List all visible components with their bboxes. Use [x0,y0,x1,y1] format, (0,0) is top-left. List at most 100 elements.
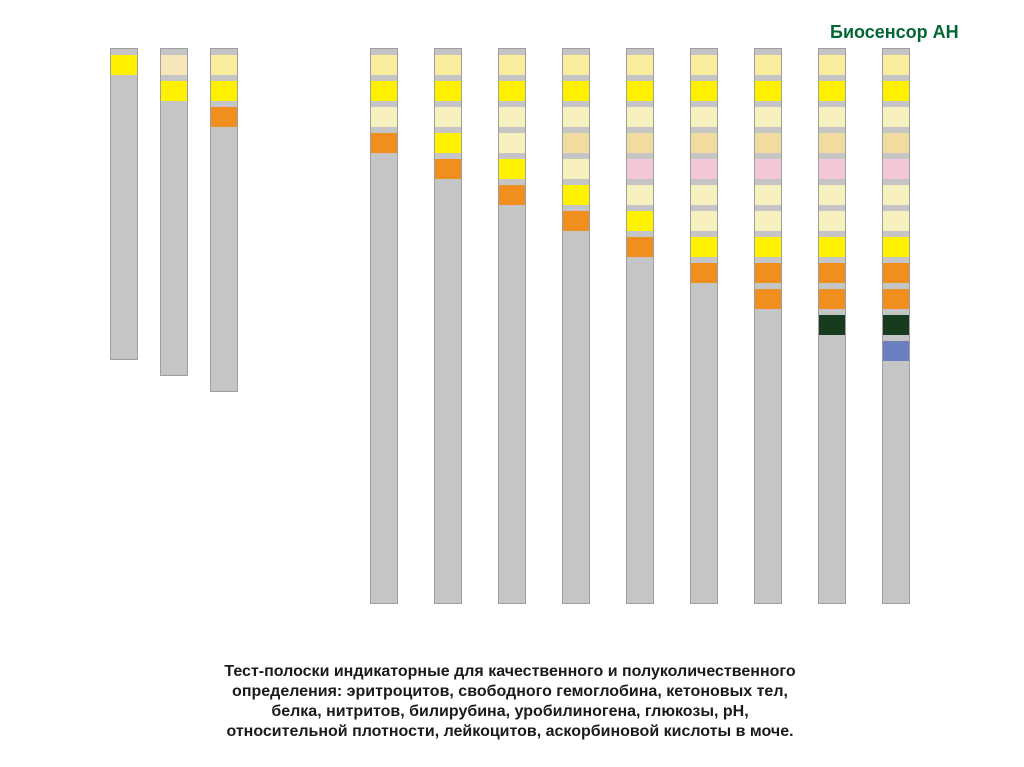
reagent-pad [371,55,397,75]
reagent-pad [883,133,909,153]
reagent-pad [691,107,717,127]
reagent-pad [435,55,461,75]
reagent-pad [627,159,653,179]
reagent-pad [691,133,717,153]
reagent-pad [691,81,717,101]
reagent-pad [755,263,781,283]
reagent-pad [691,185,717,205]
reagent-pad [499,81,525,101]
reagent-pad [161,81,187,101]
strip-group [370,48,910,604]
reagent-pad [819,81,845,101]
reagent-pad [371,133,397,153]
reagent-pad [691,211,717,231]
reagent-pad [755,237,781,257]
test-strip [160,48,188,376]
reagent-pad [691,55,717,75]
reagent-pad [819,133,845,153]
reagent-pad [499,159,525,179]
test-strip [498,48,526,604]
reagent-pad [627,55,653,75]
reagent-pad [819,237,845,257]
reagent-pad [563,133,589,153]
reagent-pad [883,289,909,309]
reagent-pad [819,159,845,179]
reagent-pad [819,263,845,283]
reagent-pad [371,107,397,127]
reagent-pad [435,107,461,127]
strip-handle [499,211,525,603]
strip-group [110,48,238,392]
reagent-pad [211,107,237,127]
strip-handle [883,367,909,603]
reagent-pad [819,55,845,75]
reagent-pad [883,263,909,283]
reagent-pad [883,211,909,231]
reagent-pad [211,55,237,75]
reagent-pad [819,107,845,127]
reagent-pad [755,211,781,231]
reagent-pad [755,185,781,205]
caption-text: Тест-полоски индикаторные для качественн… [160,662,860,742]
reagent-pad [563,159,589,179]
reagent-pad [819,289,845,309]
reagent-pad [563,211,589,231]
strip-handle [691,289,717,603]
test-strip [210,48,238,392]
reagent-pad [627,81,653,101]
reagent-pad [883,185,909,205]
reagent-pad [435,133,461,153]
reagent-pad [691,263,717,283]
reagent-pad [627,185,653,205]
reagent-pad [691,159,717,179]
reagent-pad [755,81,781,101]
reagent-pad [499,107,525,127]
reagent-pad [435,81,461,101]
reagent-pad [883,237,909,257]
strip-handle [161,107,187,375]
reagent-pad [627,133,653,153]
reagent-pad [755,159,781,179]
brand-label: Биосенсор АН [830,22,959,43]
test-strip [818,48,846,604]
strip-handle [435,185,461,603]
reagent-pad [371,81,397,101]
reagent-pad [563,185,589,205]
test-strip [754,48,782,604]
strip-handle [371,159,397,603]
reagent-pad [563,55,589,75]
reagent-pad [883,81,909,101]
test-strip [562,48,590,604]
reagent-pad [883,159,909,179]
strip-handle [819,341,845,603]
reagent-pad [627,237,653,257]
reagent-pad [435,159,461,179]
reagent-pad [819,315,845,335]
reagent-pad [755,289,781,309]
reagent-pad [627,107,653,127]
reagent-pad [755,55,781,75]
reagent-pad [819,185,845,205]
strip-handle [111,81,137,359]
reagent-pad [883,315,909,335]
reagent-pad [111,55,137,75]
reagent-pad [883,107,909,127]
reagent-pad [691,237,717,257]
test-strip [882,48,910,604]
reagent-pad [755,107,781,127]
reagent-pad [563,107,589,127]
reagent-pad [211,81,237,101]
strip-handle [563,237,589,603]
test-strip [370,48,398,604]
canvas: Биосенсор АН Тест-полоски индикаторные д… [0,0,1024,767]
reagent-pad [161,55,187,75]
reagent-pad [627,211,653,231]
test-strip [690,48,718,604]
reagent-pad [499,185,525,205]
test-strip [434,48,462,604]
test-strip [626,48,654,604]
strip-handle [211,133,237,391]
strip-handle [755,315,781,603]
reagent-pad [563,81,589,101]
strip-handle [627,263,653,603]
